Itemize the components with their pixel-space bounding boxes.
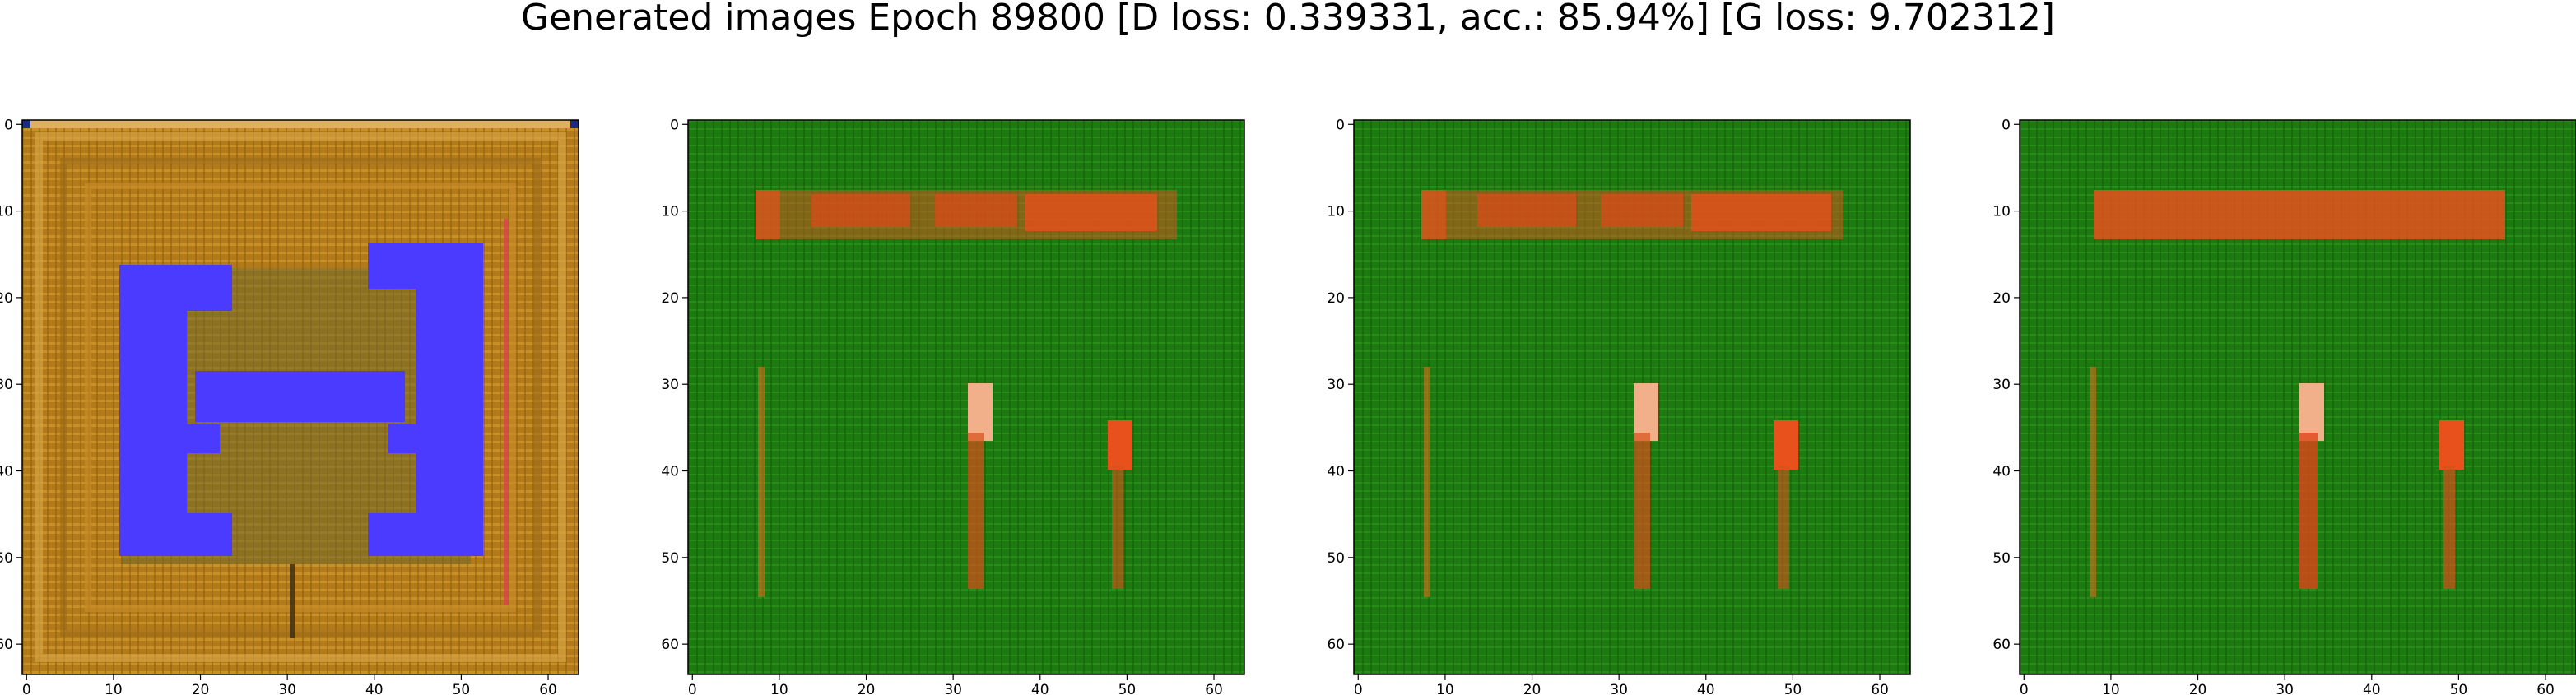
generated-image-panel-3: 0 10 20 30 40 50 60 0 10 20 30 40 50 60: [1327, 117, 1911, 695]
y-tick-label: 40: [1327, 464, 1345, 480]
y-tick-label: 10: [1327, 204, 1345, 220]
panel-1-svg: 0 10 20 30 40 50 60 0 10 20 30 40 50 60: [0, 117, 579, 695]
panel-4-y-axis: 0 10 20 30 40 50 60: [1992, 117, 2020, 653]
panel-1-x-axis: 0 10 20 30 40 50 60: [22, 674, 557, 695]
blue-bar-center: [195, 371, 405, 422]
panel-4-x-axis: 0 10 20 30 40 50 60: [2020, 674, 2555, 695]
x-tick-label: 30: [278, 682, 296, 695]
x-tick-label: 20: [858, 682, 876, 695]
x-tick-label: 60: [539, 682, 557, 695]
x-tick-label: 30: [944, 682, 962, 695]
y-tick-label: 30: [1327, 377, 1345, 393]
x-tick-label: 0: [22, 682, 31, 695]
panel-4-svg: 0 10 20 30 40 50 60 0 10 20 30 40 50 60: [1992, 117, 2576, 695]
x-tick-label: 50: [453, 682, 471, 695]
x-tick-label: 20: [192, 682, 210, 695]
y-tick-label: 50: [1327, 550, 1345, 567]
x-tick-label: 60: [1205, 682, 1223, 695]
x-tick-label: 40: [365, 682, 384, 695]
x-tick-label: 20: [2189, 682, 2207, 695]
y-tick-label: 20: [0, 290, 13, 307]
y-tick-label: 30: [1992, 377, 2011, 393]
x-tick-label: 40: [2363, 682, 2381, 695]
panel-2-y-axis: 0 10 20 30 40 50 60: [661, 117, 688, 653]
panel-3-x-axis: 0 10 20 30 40 50 60: [1354, 674, 1889, 695]
y-tick-label: 60: [661, 637, 679, 653]
panel-3-y-axis: 0 10 20 30 40 50 60: [1327, 117, 1354, 653]
y-tick-label: 30: [661, 377, 679, 393]
x-tick-label: 30: [1610, 682, 1628, 695]
blue-shape-left: [119, 265, 232, 556]
y-tick-label: 50: [661, 550, 679, 567]
x-tick-label: 40: [1697, 682, 1715, 695]
panel-3-svg: 0 10 20 30 40 50 60 0 10 20 30 40 50 60: [1327, 117, 1911, 695]
generated-image-panel-4: 0 10 20 30 40 50 60 0 10 20 30 40 50 60: [1992, 117, 2576, 695]
x-tick-label: 10: [105, 682, 123, 695]
x-tick-label: 50: [2450, 682, 2468, 695]
y-tick-label: 50: [1992, 550, 2011, 567]
y-tick-label: 20: [1327, 290, 1345, 307]
x-tick-label: 50: [1118, 682, 1137, 695]
x-tick-label: 20: [1523, 682, 1541, 695]
y-tick-label: 40: [661, 464, 679, 480]
x-tick-label: 0: [2020, 682, 2029, 695]
x-tick-label: 0: [688, 682, 697, 695]
panel-1-y-axis: 0 10 20 30 40 50 60: [0, 117, 22, 653]
x-tick-label: 0: [1354, 682, 1363, 695]
figure-title: Generated images Epoch 89800 [D loss: 0.…: [520, 0, 2056, 39]
y-tick-label: 10: [0, 204, 13, 220]
x-tick-label: 10: [770, 682, 788, 695]
panel-2-svg: 0 10 20 30 40 50 60 0 10 20 30 40 50 60: [661, 117, 1245, 695]
y-tick-label: 30: [0, 377, 13, 393]
y-tick-label: 0: [670, 117, 679, 133]
x-tick-label: 40: [1031, 682, 1049, 695]
y-tick-label: 50: [0, 550, 13, 567]
y-tick-label: 10: [661, 204, 679, 220]
y-tick-label: 40: [0, 464, 13, 480]
y-tick-label: 40: [1992, 464, 2011, 480]
y-tick-label: 0: [4, 117, 13, 133]
x-tick-label: 50: [1784, 682, 1802, 695]
blue-shape-right: [368, 243, 483, 556]
x-tick-label: 60: [1871, 682, 1889, 695]
generated-image-panel-2: 0 10 20 30 40 50 60 0 10 20 30 40 50 60: [661, 117, 1245, 695]
y-tick-label: 0: [2002, 117, 2011, 133]
generated-image-panel-1: 0 10 20 30 40 50 60 0 10 20 30 40 50 60: [0, 117, 579, 695]
x-tick-label: 30: [2276, 682, 2294, 695]
y-tick-label: 60: [1327, 637, 1345, 653]
x-tick-label: 10: [1436, 682, 1454, 695]
x-tick-label: 10: [2102, 682, 2120, 695]
y-tick-label: 10: [1992, 204, 2011, 220]
panel-2-x-axis: 0 10 20 30 40 50 60: [688, 674, 1223, 695]
y-tick-label: 60: [1992, 637, 2011, 653]
x-tick-label: 60: [2536, 682, 2555, 695]
y-tick-label: 20: [1992, 290, 2011, 307]
y-tick-label: 60: [0, 637, 13, 653]
y-tick-label: 20: [661, 290, 679, 307]
y-tick-label: 0: [1336, 117, 1345, 133]
